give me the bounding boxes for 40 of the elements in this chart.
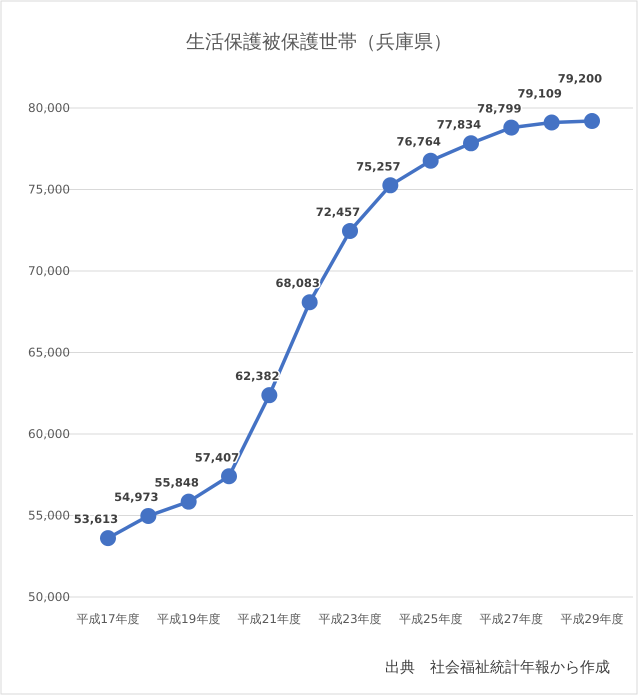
- data-label: 68,083: [275, 276, 320, 290]
- point: [261, 387, 278, 404]
- y-tick-label: 65,000: [28, 346, 70, 360]
- source-note: 出典 社会福祉統計年報から作成: [385, 658, 610, 676]
- y-tick-label: 60,000: [28, 427, 70, 441]
- x-tick-label: 平成25年度: [399, 612, 462, 626]
- point: [180, 494, 197, 510]
- point: [382, 177, 398, 194]
- x-tick-label: 平成23年度: [318, 612, 382, 626]
- y-tick-label: 75,000: [28, 182, 70, 196]
- y-tick-label: 50,000: [28, 590, 70, 604]
- point: [422, 152, 439, 169]
- point: [503, 120, 520, 136]
- data-label: 79,200: [558, 72, 602, 86]
- x-tick-label: 平成17年度: [76, 612, 140, 626]
- point: [140, 508, 156, 524]
- y-tick-label: 55,000: [28, 508, 70, 522]
- point: [342, 222, 358, 239]
- point: [544, 114, 560, 131]
- y-tick-label: 80,000: [28, 101, 70, 115]
- data-label: 72,457: [316, 204, 360, 219]
- x-tick-label: 平成27年度: [480, 612, 543, 626]
- data-label: 75,257: [356, 159, 401, 174]
- data-label: 78,799: [477, 102, 522, 116]
- data-label: 79,109: [517, 86, 562, 101]
- chart-title: 生活保護被保護世帯（兵庫県）: [186, 31, 452, 53]
- x-tick-label: 平成29年度: [560, 612, 624, 626]
- point: [463, 135, 479, 152]
- y-tick-label: 70,000: [28, 264, 70, 278]
- point: [100, 530, 116, 546]
- data-label: 55,848: [154, 476, 199, 490]
- data-label: 77,834: [436, 117, 482, 132]
- data-label: 53,613: [74, 512, 118, 526]
- point: [584, 113, 600, 130]
- x-tick-label: 平成21年度: [238, 612, 301, 626]
- x-tick-label: 平成19年度: [157, 612, 220, 626]
- data-label: 76,764: [396, 134, 441, 149]
- point: [221, 468, 237, 484]
- point: [302, 294, 318, 310]
- data-label: 54,973: [114, 490, 159, 504]
